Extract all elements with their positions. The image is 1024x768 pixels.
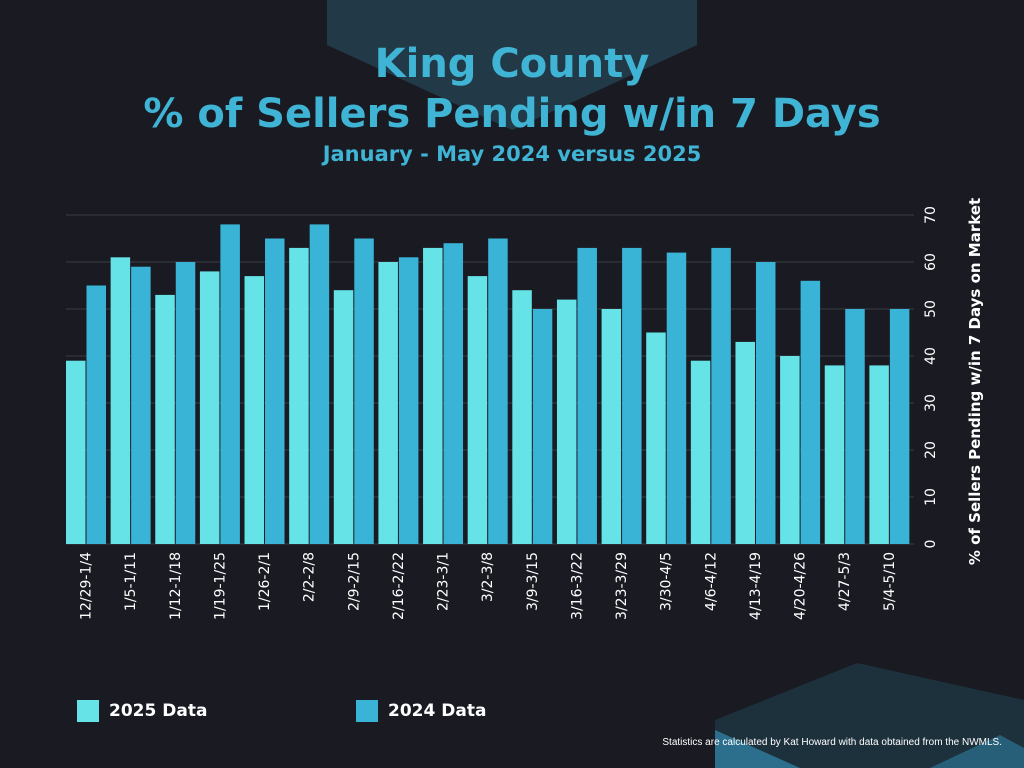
bar-2025 <box>824 365 845 544</box>
bottom-decor-shape-edge <box>930 735 1024 768</box>
bar-2024 <box>755 262 776 544</box>
x-tick-label: 1/19-1/25 <box>212 552 228 620</box>
bar-2025 <box>601 309 622 544</box>
y-tick-label: 10 <box>923 488 939 506</box>
y-tick-label: 40 <box>923 347 939 365</box>
x-tick-label: 1/26-2/1 <box>257 552 273 611</box>
bar-2025 <box>869 365 889 544</box>
bar-2024 <box>577 247 597 544</box>
bar-2024 <box>309 224 330 544</box>
bar-2025 <box>423 247 443 544</box>
x-tick-label: 4/6-4/12 <box>703 552 719 611</box>
bar-2024 <box>889 309 910 544</box>
legend-swatch-2024 <box>356 700 378 722</box>
y-tick-label: 30 <box>923 394 939 412</box>
x-tick-label: 2/9-2/15 <box>346 552 362 611</box>
x-tick-label: 1/5-1/11 <box>123 552 139 611</box>
bar-2024 <box>532 309 553 544</box>
y-axis-title: % of Sellers Pending w/in 7 Days on Mark… <box>966 198 984 565</box>
x-tick-label: 2/23-3/1 <box>436 552 452 611</box>
legend-swatch-2025 <box>77 700 99 722</box>
bar-2025 <box>289 247 309 544</box>
x-tick-label: 3/23-3/29 <box>614 552 630 620</box>
y-tick-label: 50 <box>923 300 939 318</box>
x-tick-label: 3/2-3/8 <box>480 552 496 602</box>
x-tick-label: 4/13-4/19 <box>748 552 764 620</box>
footnote: Statistics are calculated by Kat Howard … <box>662 737 1002 748</box>
legend-label-2024: 2024 Data <box>388 701 487 721</box>
bar-2025 <box>110 257 131 544</box>
bar-2025 <box>467 276 488 544</box>
bar-2025 <box>199 271 220 544</box>
x-tick-label: 1/12-1/18 <box>168 552 184 620</box>
x-tick-label: 4/27-5/3 <box>837 552 853 611</box>
bar-2024 <box>265 238 285 544</box>
bar-2024 <box>175 262 196 544</box>
bar-2024 <box>800 280 821 544</box>
x-tick-label: 2/16-2/22 <box>391 552 407 620</box>
x-tick-label: 4/20-4/26 <box>793 552 809 620</box>
bar-2025 <box>690 360 711 544</box>
y-tick-label: 60 <box>923 253 939 271</box>
bar-2025 <box>333 290 354 544</box>
y-tick-label: 0 <box>923 540 939 549</box>
bar-chart: 0 10 20 30 40 50 60 70 12/29-1/4 1/5-1/11 1/12-1/1… <box>66 198 984 620</box>
bar-2025 <box>735 341 755 544</box>
bottom-decor-shape-light <box>715 730 800 768</box>
x-tick-label: 3/16-3/22 <box>569 552 585 620</box>
bar-2025 <box>66 360 86 544</box>
bar-2024 <box>711 247 731 544</box>
bar-2025 <box>780 356 800 544</box>
x-tick-label: 5/4-5/10 <box>882 552 898 611</box>
bar-2024 <box>845 309 865 544</box>
bar-2024 <box>666 252 687 544</box>
y-tick-label: 70 <box>923 206 939 224</box>
bar-2024 <box>354 238 374 544</box>
x-tick-label: 2/2-2/8 <box>302 552 318 602</box>
bar-2025 <box>512 290 532 544</box>
legend-label-2025: 2025 Data <box>109 701 208 721</box>
legend-item-2024: 2024 Data <box>356 700 486 722</box>
bar-2024 <box>220 224 240 544</box>
bar-2025 <box>244 276 265 544</box>
bar-2024 <box>86 285 106 544</box>
bar-2024 <box>398 257 419 544</box>
y-tick-label: 20 <box>923 441 939 459</box>
chart-subtitle: January - May 2024 versus 2025 <box>322 142 702 166</box>
bar-2024 <box>488 238 508 544</box>
chart-title-line-2: % of Sellers Pending w/in 7 Days <box>143 91 881 137</box>
chart-title: King County <box>374 41 650 87</box>
bar-2025 <box>378 262 398 544</box>
bar-2025 <box>155 294 175 544</box>
bar-2025 <box>646 332 666 544</box>
x-tick-label: 12/29-1/4 <box>79 552 95 620</box>
bar-2024 <box>622 247 642 544</box>
bar-2024 <box>131 266 151 544</box>
legend-item-2025: 2025 Data <box>77 700 207 722</box>
bar-2024 <box>443 243 464 544</box>
x-tick-label: 3/9-3/15 <box>525 552 541 611</box>
top-decor-shape <box>327 0 697 130</box>
x-tick-label: 3/30-4/5 <box>659 552 675 611</box>
bar-2025 <box>556 299 577 544</box>
bottom-decor-shape-dark <box>715 663 1024 768</box>
